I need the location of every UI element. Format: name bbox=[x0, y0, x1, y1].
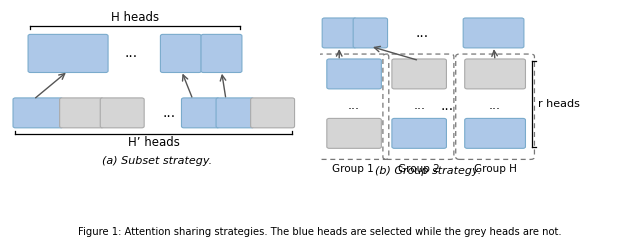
FancyBboxPatch shape bbox=[216, 98, 254, 128]
Text: (a) Subset strategy.: (a) Subset strategy. bbox=[102, 156, 212, 166]
FancyBboxPatch shape bbox=[463, 18, 524, 48]
FancyBboxPatch shape bbox=[161, 34, 202, 72]
Text: ...: ... bbox=[489, 99, 501, 112]
Text: Group 2: Group 2 bbox=[397, 164, 439, 174]
Text: ...: ... bbox=[416, 26, 429, 40]
FancyBboxPatch shape bbox=[465, 118, 525, 148]
FancyBboxPatch shape bbox=[201, 34, 242, 72]
Text: H heads: H heads bbox=[111, 11, 159, 24]
Text: ...: ... bbox=[125, 46, 138, 61]
Text: ...: ... bbox=[348, 99, 360, 112]
Text: (b) Group strategy.: (b) Group strategy. bbox=[375, 166, 481, 176]
FancyBboxPatch shape bbox=[60, 98, 104, 128]
Text: r heads: r heads bbox=[538, 99, 580, 109]
FancyBboxPatch shape bbox=[392, 118, 447, 148]
FancyBboxPatch shape bbox=[392, 59, 447, 89]
Text: ...: ... bbox=[440, 99, 454, 113]
Text: ...: ... bbox=[413, 99, 425, 112]
Text: Group H: Group H bbox=[474, 164, 516, 174]
FancyBboxPatch shape bbox=[327, 59, 381, 89]
FancyBboxPatch shape bbox=[322, 18, 356, 48]
Text: ...: ... bbox=[163, 106, 175, 120]
FancyBboxPatch shape bbox=[465, 59, 525, 89]
FancyBboxPatch shape bbox=[182, 98, 220, 128]
FancyBboxPatch shape bbox=[28, 34, 108, 72]
Text: H’ heads: H’ heads bbox=[128, 136, 180, 149]
FancyBboxPatch shape bbox=[327, 118, 381, 148]
FancyBboxPatch shape bbox=[251, 98, 294, 128]
Text: Figure 1: Attention sharing strategies. The blue heads are selected while the gr: Figure 1: Attention sharing strategies. … bbox=[78, 227, 562, 237]
FancyBboxPatch shape bbox=[353, 18, 388, 48]
FancyBboxPatch shape bbox=[13, 98, 63, 128]
FancyBboxPatch shape bbox=[100, 98, 144, 128]
Text: Group 1: Group 1 bbox=[332, 164, 374, 174]
